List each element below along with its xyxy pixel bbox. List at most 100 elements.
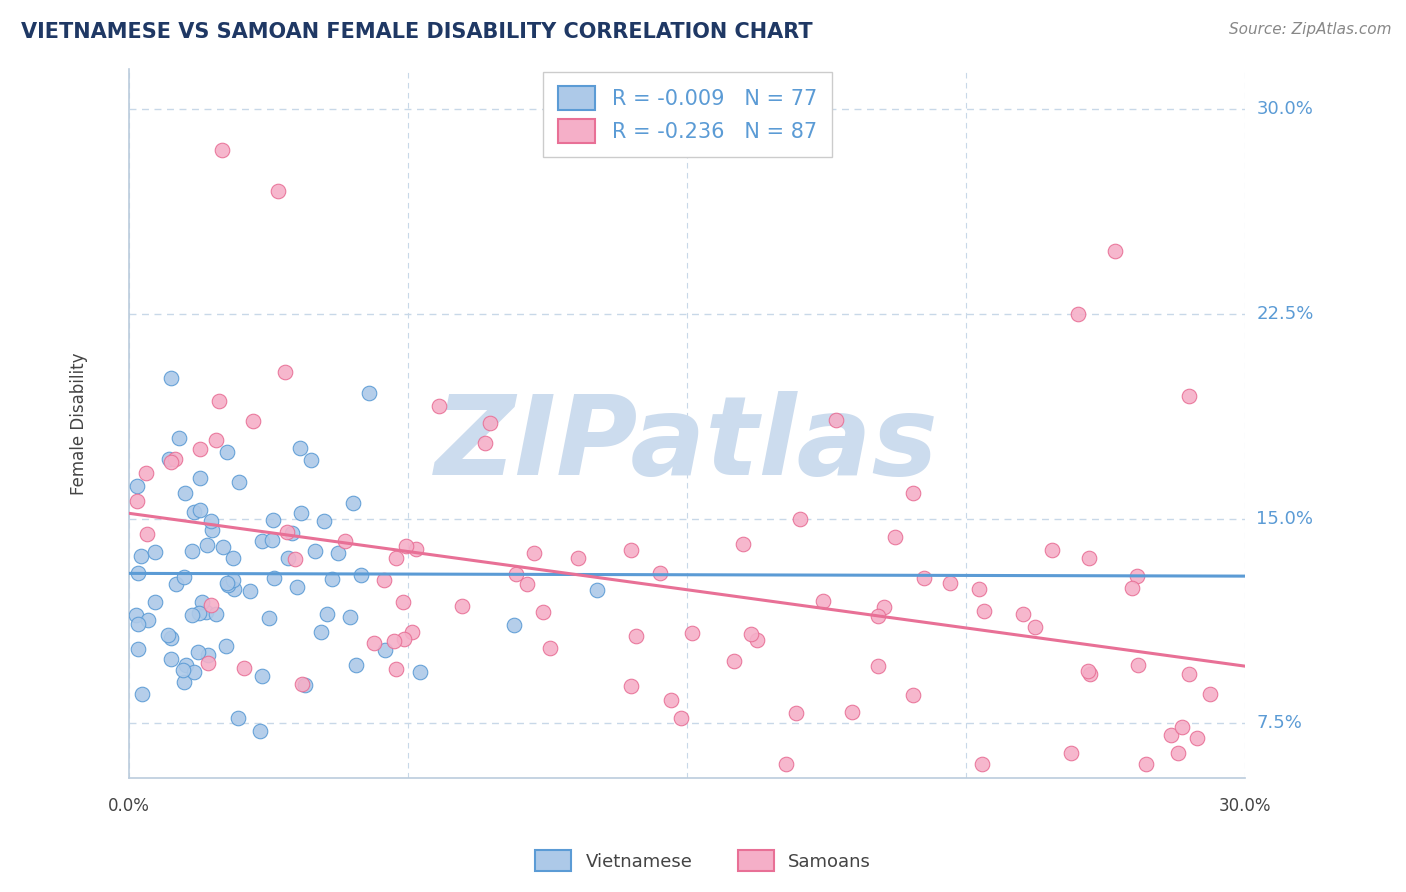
Point (620, 543, 643, 558)
Point (257, 611, 280, 625)
Point (277, 550, 299, 565)
Point (233, 661, 256, 675)
Text: 7.5%: 7.5% (1257, 714, 1302, 732)
Text: 30.0%: 30.0% (1219, 797, 1271, 815)
Point (157, 451, 180, 466)
Point (183, 505, 205, 519)
Point (249, 723, 271, 738)
Point (159, 371, 181, 385)
Point (1060, 746, 1083, 760)
Point (382, 633, 405, 648)
Point (1024, 620, 1046, 634)
Point (1135, 757, 1157, 772)
Point (1160, 728, 1182, 742)
Point (304, 544, 326, 558)
Point (585, 582, 607, 597)
Point (841, 705, 863, 719)
Text: 15.0%: 15.0% (1257, 510, 1313, 528)
Point (205, 433, 228, 447)
Point (174, 657, 197, 672)
Point (172, 663, 194, 677)
Point (1078, 667, 1101, 681)
Point (167, 431, 190, 445)
Point (648, 566, 671, 581)
Point (160, 455, 183, 469)
Point (538, 640, 561, 655)
Point (384, 662, 406, 676)
Point (901, 486, 924, 500)
Point (970, 757, 993, 772)
Point (200, 514, 222, 528)
Point (201, 523, 224, 537)
Point (224, 582, 246, 596)
Point (208, 394, 231, 409)
Point (373, 573, 395, 587)
Point (290, 506, 312, 520)
Point (723, 654, 745, 668)
Point (191, 595, 214, 609)
Point (135, 466, 157, 480)
Point (200, 598, 222, 612)
Point (624, 629, 647, 643)
Point (159, 651, 181, 665)
Legend: Vietnamese, Samoans: Vietnamese, Samoans (527, 843, 879, 879)
Point (160, 632, 183, 646)
Point (173, 674, 195, 689)
Point (316, 607, 339, 622)
Point (183, 665, 205, 679)
Point (516, 577, 538, 591)
Point (129, 549, 152, 563)
Text: 22.5%: 22.5% (1257, 305, 1313, 323)
Point (479, 416, 502, 430)
Point (474, 435, 496, 450)
Point (215, 639, 238, 653)
Point (276, 525, 298, 540)
Text: Female Disability: Female Disability (70, 352, 89, 494)
Point (1178, 389, 1201, 403)
Point (1178, 667, 1201, 681)
Point (294, 678, 316, 692)
Point (173, 570, 195, 584)
Point (359, 386, 381, 401)
Point (1185, 731, 1208, 746)
Point (284, 551, 307, 566)
Point (883, 530, 905, 544)
Point (363, 636, 385, 650)
Point (745, 632, 768, 647)
Point (228, 475, 250, 489)
Point (136, 527, 159, 541)
Point (395, 539, 418, 553)
Point (127, 641, 149, 656)
Point (1121, 581, 1143, 595)
Point (267, 184, 290, 198)
Text: 0.0%: 0.0% (108, 797, 150, 815)
Point (409, 665, 432, 679)
Point (1171, 720, 1194, 734)
Point (181, 608, 204, 623)
Point (215, 575, 238, 590)
Point (384, 551, 406, 566)
Point (1077, 664, 1099, 678)
Point (125, 493, 148, 508)
Point (181, 544, 204, 558)
Point (263, 571, 285, 585)
Point (326, 546, 349, 560)
Point (873, 600, 896, 615)
Point (314, 515, 336, 529)
Point (1078, 550, 1101, 565)
Point (222, 573, 245, 587)
Point (195, 538, 218, 552)
Point (190, 471, 212, 485)
Point (1126, 568, 1149, 582)
Point (973, 604, 995, 618)
Point (901, 688, 924, 702)
Point (333, 533, 356, 548)
Point (211, 144, 233, 158)
Point (567, 551, 589, 566)
Point (1040, 543, 1063, 558)
Point (427, 399, 450, 413)
Point (260, 533, 283, 547)
Point (239, 584, 262, 599)
Point (344, 658, 367, 673)
Point (825, 413, 848, 427)
